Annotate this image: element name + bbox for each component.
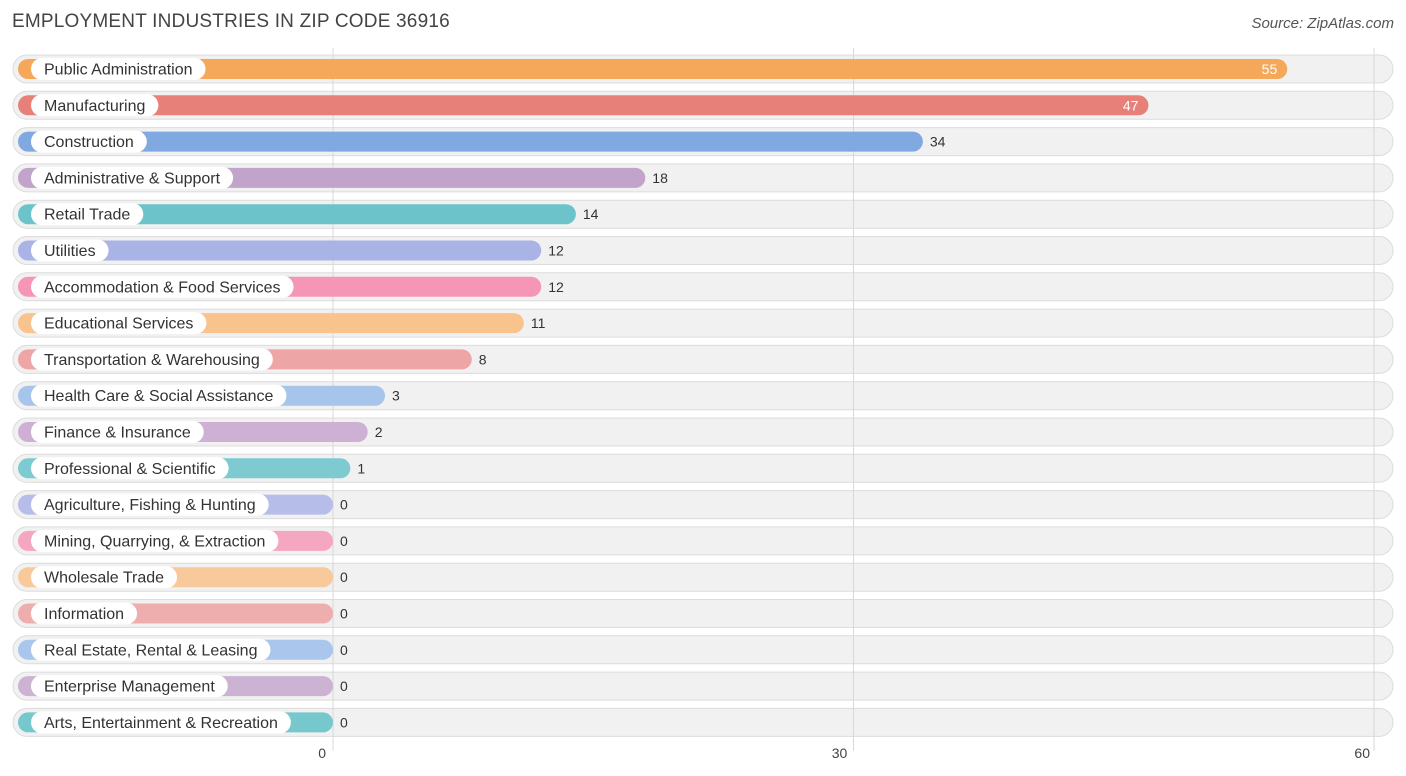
value-label: 18 bbox=[652, 170, 668, 186]
x-tick-label: 30 bbox=[832, 745, 848, 761]
category-label: Educational Services bbox=[44, 316, 193, 333]
category-label: Agriculture, Fishing & Hunting bbox=[44, 497, 256, 514]
x-tick-label: 60 bbox=[1354, 745, 1370, 761]
value-label: 2 bbox=[375, 424, 383, 440]
category-label: Finance & Insurance bbox=[44, 425, 191, 442]
category-label: Accommodation & Food Services bbox=[44, 279, 281, 296]
value-label: 0 bbox=[340, 678, 348, 694]
category-label-pill bbox=[31, 239, 109, 262]
value-label: 11 bbox=[531, 315, 546, 331]
value-label: 47 bbox=[1123, 97, 1139, 113]
category-label-pill bbox=[31, 203, 144, 226]
category-label: Information bbox=[44, 606, 124, 623]
value-label: 0 bbox=[340, 569, 348, 585]
value-label: 55 bbox=[1262, 61, 1278, 77]
category-label: Retail Trade bbox=[44, 207, 130, 224]
category-label-pill bbox=[31, 529, 279, 552]
value-label: 8 bbox=[479, 351, 487, 367]
x-tick-label: 0 bbox=[318, 745, 326, 761]
category-label-pill bbox=[31, 166, 234, 189]
bar bbox=[18, 240, 542, 261]
category-label: Wholesale Trade bbox=[44, 570, 164, 587]
value-label: 0 bbox=[340, 497, 348, 513]
value-label: 0 bbox=[340, 714, 348, 730]
row-background bbox=[12, 671, 1394, 701]
category-label-pill bbox=[31, 130, 147, 153]
category-label: Transportation & Warehousing bbox=[44, 352, 260, 369]
value-label: 0 bbox=[340, 606, 348, 622]
category-label-pill bbox=[31, 275, 294, 298]
category-label: Public Administration bbox=[44, 62, 193, 79]
row-background bbox=[12, 526, 1394, 556]
category-label-pill bbox=[31, 602, 138, 625]
category-label: Real Estate, Rental & Leasing bbox=[44, 642, 257, 659]
category-label-pill bbox=[31, 312, 207, 335]
category-label-pill bbox=[31, 675, 228, 698]
chart-source: Source: ZipAtlas.com bbox=[1251, 15, 1394, 32]
category-label-pill bbox=[31, 421, 204, 443]
row-background bbox=[12, 635, 1394, 665]
value-label: 0 bbox=[340, 642, 348, 658]
category-label: Construction bbox=[44, 134, 134, 151]
value-label: 12 bbox=[548, 279, 564, 295]
chart-title: EMPLOYMENT INDUSTRIES IN ZIP CODE 36916 bbox=[12, 11, 450, 32]
value-label: 1 bbox=[357, 460, 365, 476]
category-label: Utilities bbox=[44, 243, 96, 260]
category-label-pill bbox=[31, 457, 229, 480]
row-background bbox=[12, 599, 1394, 628]
category-label-pill bbox=[31, 493, 269, 516]
value-label: 12 bbox=[548, 243, 564, 259]
row-background bbox=[12, 562, 1394, 592]
value-label: 0 bbox=[340, 533, 348, 549]
category-label-pill bbox=[31, 94, 159, 117]
row-background bbox=[12, 707, 1394, 737]
category-label: Administrative & Support bbox=[44, 170, 221, 187]
bar bbox=[18, 95, 1149, 116]
row-background bbox=[12, 453, 1394, 483]
bar bbox=[18, 59, 1288, 79]
value-label: 3 bbox=[392, 388, 400, 404]
row-background bbox=[12, 490, 1394, 520]
value-label: 34 bbox=[930, 134, 946, 150]
category-label-pill bbox=[31, 58, 206, 80]
category-label: Health Care & Social Assistance bbox=[44, 388, 274, 405]
category-label: Mining, Quarrying, & Extraction bbox=[44, 533, 265, 550]
bar bbox=[18, 204, 576, 225]
category-label-pill bbox=[31, 638, 271, 661]
category-label-pill bbox=[31, 348, 273, 371]
category-label-pill bbox=[31, 384, 287, 407]
category-label-pill bbox=[31, 711, 291, 734]
category-label: Enterprise Management bbox=[44, 679, 215, 696]
value-label: 14 bbox=[583, 206, 599, 222]
category-label: Manufacturing bbox=[44, 98, 145, 115]
category-label: Professional & Scientific bbox=[44, 461, 216, 478]
bar bbox=[18, 131, 923, 152]
category-label: Arts, Entertainment & Recreation bbox=[44, 715, 278, 732]
category-label-pill bbox=[31, 566, 178, 589]
